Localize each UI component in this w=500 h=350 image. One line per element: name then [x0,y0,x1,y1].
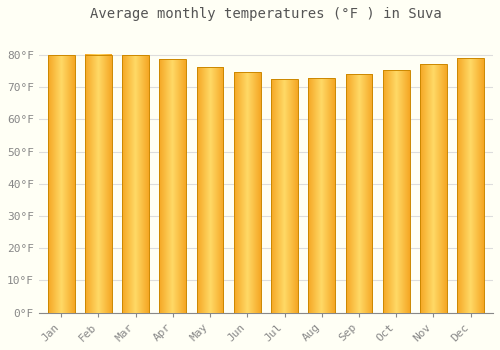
Bar [160,59,186,313]
Bar [308,78,335,313]
Bar [48,55,74,313]
Bar [346,74,372,313]
Bar [234,72,260,313]
Bar [122,55,149,313]
Bar [420,64,447,313]
Title: Average monthly temperatures (°F ) in Suva: Average monthly temperatures (°F ) in Su… [90,7,442,21]
Bar [458,58,484,313]
Bar [196,68,224,313]
Bar [85,55,112,313]
Bar [383,70,409,313]
Bar [271,79,298,313]
